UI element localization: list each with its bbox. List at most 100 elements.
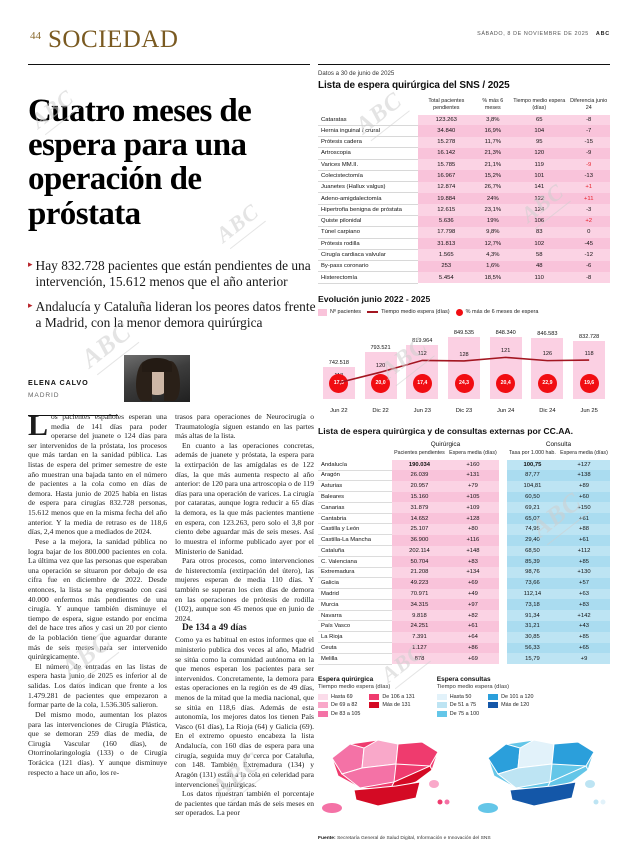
cell-q-wait: +160 bbox=[446, 459, 499, 471]
legend-pct-6months: % más de 6 meses de espera bbox=[455, 308, 538, 316]
cell-gap bbox=[498, 588, 507, 600]
cell-region: Murcia bbox=[318, 599, 392, 611]
legend-mean-wait: Tiempo medio espera (días) bbox=[367, 309, 450, 315]
cell-q-wait: +69 bbox=[446, 653, 499, 665]
cell-pct: 15,2% bbox=[474, 170, 512, 182]
cell-pct: 9,8% bbox=[474, 226, 512, 239]
cell-region: Melilla bbox=[318, 653, 392, 665]
legend-item: De 106 a 131 bbox=[369, 693, 415, 700]
table-row: Baleares 15.160 +105 60,50 +60 bbox=[318, 491, 610, 503]
legend-item-label: Más de 131 bbox=[382, 702, 411, 709]
cell-days: 120 bbox=[511, 147, 568, 160]
legend-item-label: Más de 120 bbox=[501, 702, 530, 709]
cell-procedure: Hernia inguinal / crural bbox=[318, 125, 418, 138]
byline-author: ELENA CALVO bbox=[28, 378, 89, 387]
legend-item-label: Hasta 50 bbox=[449, 693, 472, 700]
cell-gap bbox=[498, 459, 507, 471]
cell-pct: 23,1% bbox=[474, 204, 512, 216]
table-header-row: Pacientes pendientes Espera media (días)… bbox=[318, 450, 610, 459]
th-blank bbox=[318, 441, 392, 451]
cell-c-wait: +43 bbox=[558, 620, 610, 632]
cell-procedure: Varices MM.II. bbox=[318, 159, 418, 171]
legend-patients: Nº pacientes bbox=[318, 308, 361, 316]
cell-gap bbox=[498, 599, 507, 611]
cell-gap bbox=[498, 653, 507, 665]
th-total-pending: Total pacientes pendientes bbox=[428, 98, 465, 111]
article-headline: Cuatro meses de espera para una operació… bbox=[28, 93, 252, 232]
cell-c-rate: 31,21 bbox=[506, 620, 558, 632]
cell-q-patients: 31.879 bbox=[392, 502, 447, 514]
cell-c-rate: 104,81 bbox=[506, 480, 558, 492]
chart-bar-label: 846.583 bbox=[537, 330, 558, 337]
cell-region: Castilla y León bbox=[318, 523, 392, 536]
cell-days: 65 bbox=[511, 114, 568, 126]
chart-bubble: 17,6 bbox=[329, 373, 349, 393]
cell-c-wait: +88 bbox=[558, 523, 610, 535]
cell-days: 119 bbox=[511, 159, 568, 171]
table-row: Prótesis cadera 15.278 11,7% 95 -15 bbox=[318, 136, 610, 149]
cell-c-wait: +83 bbox=[558, 599, 610, 611]
chart-line-label: 121 bbox=[501, 348, 511, 355]
cell-region: Canarias bbox=[318, 502, 392, 514]
triangle-icon: ▸ bbox=[28, 299, 33, 310]
chart-x-label: Jun 24 bbox=[497, 407, 515, 414]
cell-diff: +2 bbox=[567, 215, 610, 227]
cell-pct: 3,8% bbox=[474, 114, 512, 126]
header-rule bbox=[28, 64, 310, 65]
cell-c-rate: 29,40 bbox=[506, 534, 558, 546]
choropleth-maps bbox=[318, 722, 610, 832]
cell-c-wait: +9 bbox=[558, 653, 610, 665]
article-bullets: ▸ Hay 832.728 pacientes que están pendie… bbox=[28, 258, 318, 340]
cell-gap bbox=[498, 480, 507, 492]
article-column-2: trasos para operaciones de Neurocirugía … bbox=[175, 412, 314, 818]
cell-procedure: Hipertrofia benigna de próstata bbox=[318, 204, 418, 217]
table-row: Varices MM.II. 15.785 21,1% 119 -9 bbox=[318, 159, 610, 171]
cell-days: 101 bbox=[511, 170, 568, 182]
cell-diff: +1 bbox=[567, 181, 610, 193]
source-text: Secretaría General de Salud Digital, Inf… bbox=[337, 836, 491, 842]
cell-diff: -8 bbox=[567, 114, 610, 126]
cell-c-rate: 60,50 bbox=[506, 491, 558, 503]
table-row: Galicia 49.223 +69 73,66 +57 bbox=[318, 577, 610, 590]
cell-total: 12.615 bbox=[418, 204, 475, 216]
chart-line-label: 128 bbox=[459, 351, 469, 358]
red-line-icon bbox=[367, 311, 379, 314]
table-row: Asturias 20.957 +79 104,81 +89 bbox=[318, 480, 610, 493]
cell-q-wait: +79 bbox=[446, 480, 499, 492]
color-swatch-icon bbox=[488, 693, 499, 700]
cell-c-wait: +57 bbox=[558, 577, 610, 589]
paragraph: Para otros procesos, como intervenciones… bbox=[175, 556, 314, 623]
cell-procedure: Juanetes (Hallux valgus) bbox=[318, 181, 418, 194]
cell-total: 31.813 bbox=[418, 238, 475, 250]
cell-pct: 19% bbox=[474, 215, 512, 227]
legend-item-label: De 101 a 120 bbox=[501, 693, 534, 700]
bullet-text: Andalucía y Cataluña lideran los peores … bbox=[35, 298, 316, 330]
cell-region: C. Valenciana bbox=[318, 556, 392, 568]
th-pending-patients: Pacientes pendientes bbox=[394, 450, 445, 457]
cell-days: 48 bbox=[511, 260, 568, 272]
legend-item: Más de 120 bbox=[488, 702, 533, 709]
cell-days: 122 bbox=[511, 192, 568, 205]
cell-diff: -9 bbox=[567, 147, 610, 160]
cell-c-rate: 56,33 bbox=[506, 642, 558, 654]
cell-diff: -45 bbox=[567, 238, 610, 250]
cell-gap bbox=[498, 545, 507, 557]
cell-q-patients: 1.127 bbox=[392, 642, 447, 654]
color-swatch-icon bbox=[488, 702, 499, 709]
table-group-header-row: Quirúrgica Consulta bbox=[318, 441, 610, 451]
legend-item-label: Hasta 69 bbox=[331, 693, 353, 700]
color-swatch-icon bbox=[369, 702, 380, 709]
cell-diff: -3 bbox=[567, 204, 610, 216]
cell-gap bbox=[498, 523, 507, 535]
cell-q-patients: 9.818 bbox=[392, 610, 447, 621]
legend-surgery: Espera quirúrgica Tiempo medio espera (d… bbox=[318, 676, 415, 720]
legend-item-label: De 106 a 131 bbox=[382, 693, 415, 700]
cell-pct: 18,5% bbox=[474, 271, 512, 284]
table-row: Hipertrofia benigna de próstata 12.615 23,… bbox=[318, 204, 610, 217]
cell-c-rate: 30,85 bbox=[506, 631, 558, 643]
cell-c-wait: +65 bbox=[558, 642, 610, 654]
cell-q-patients: 50.704 bbox=[392, 556, 447, 568]
cell-gap bbox=[498, 567, 507, 578]
chart-bubble: 22,9 bbox=[537, 373, 557, 393]
